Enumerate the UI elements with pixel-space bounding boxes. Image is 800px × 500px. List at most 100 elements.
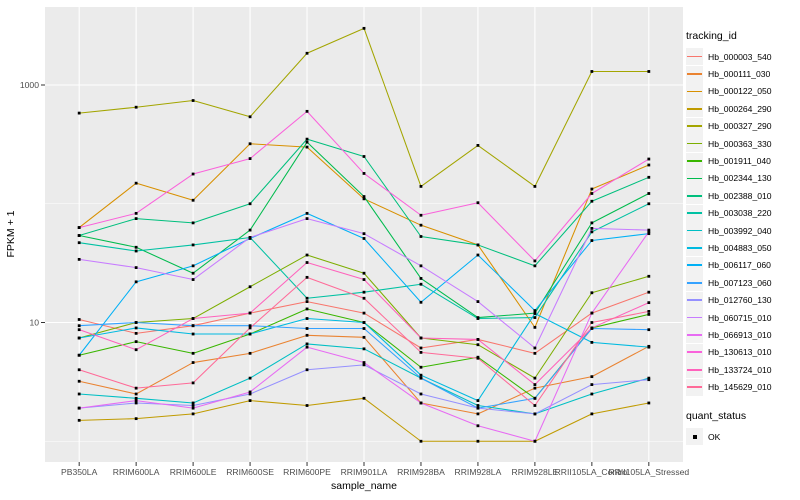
data-point bbox=[305, 317, 309, 320]
data-point bbox=[248, 228, 252, 232]
data-point bbox=[362, 363, 366, 367]
x-tick-label: RRIM901LA bbox=[341, 467, 388, 477]
legend-item-label: Hb_130613_010 bbox=[708, 347, 772, 358]
data-point bbox=[362, 321, 366, 324]
legend-item: Hb_000264_290 bbox=[686, 100, 798, 118]
data-point bbox=[590, 230, 594, 234]
legend-item-label: Hb_003992_040 bbox=[708, 225, 772, 236]
data-point bbox=[248, 326, 252, 330]
legend-item: Hb_002344_130 bbox=[686, 169, 798, 187]
data-point bbox=[134, 331, 138, 335]
data-point bbox=[362, 311, 366, 315]
data-point bbox=[77, 368, 81, 372]
data-point bbox=[77, 318, 81, 321]
legend-item: Hb_007123_060 bbox=[686, 274, 798, 292]
legend-item: Hb_003038_220 bbox=[686, 204, 798, 222]
data-point bbox=[305, 345, 309, 349]
legend-key bbox=[686, 135, 703, 153]
legend-key bbox=[686, 65, 703, 83]
legend-key bbox=[686, 274, 703, 292]
legend-item: Hb_006117_060 bbox=[686, 256, 798, 274]
legend-key bbox=[686, 428, 703, 445]
legend-item: Hb_000003_540 bbox=[686, 48, 798, 66]
data-point bbox=[533, 309, 537, 312]
legend-title-tracking-id: tracking_id bbox=[686, 30, 737, 42]
data-point bbox=[647, 157, 651, 161]
data-point bbox=[134, 321, 138, 324]
data-point bbox=[419, 184, 423, 188]
legend-key bbox=[686, 48, 703, 66]
data-point bbox=[305, 253, 309, 257]
legend-item-label: Hb_066913_010 bbox=[708, 329, 772, 340]
data-point bbox=[191, 332, 195, 336]
legend-key bbox=[686, 222, 703, 240]
data-point bbox=[191, 381, 195, 385]
data-point bbox=[590, 239, 594, 242]
data-point bbox=[134, 211, 138, 215]
data-point bbox=[191, 412, 195, 416]
data-point bbox=[533, 264, 537, 268]
data-point bbox=[647, 274, 651, 278]
legend-key bbox=[686, 169, 703, 187]
legend-item-label: Hb_000363_330 bbox=[708, 138, 772, 149]
data-point bbox=[533, 312, 537, 315]
data-point bbox=[362, 335, 366, 339]
data-point bbox=[647, 376, 651, 380]
data-point bbox=[305, 217, 309, 220]
data-point bbox=[533, 184, 537, 188]
data-point bbox=[419, 376, 423, 380]
data-point bbox=[305, 211, 309, 215]
data-point bbox=[533, 316, 537, 319]
data-point bbox=[191, 271, 195, 275]
legend-item: Hb_004883_050 bbox=[686, 239, 798, 257]
data-point bbox=[419, 277, 423, 280]
legend-key-line-icon bbox=[687, 229, 702, 232]
data-point bbox=[419, 282, 423, 286]
data-point bbox=[362, 232, 366, 236]
legend-key bbox=[686, 152, 703, 170]
data-point bbox=[77, 257, 81, 261]
legend-key-line-icon bbox=[687, 90, 702, 93]
data-point bbox=[590, 321, 594, 324]
data-point bbox=[647, 301, 651, 305]
data-point bbox=[248, 142, 252, 146]
legend-key-line-icon bbox=[687, 55, 702, 58]
legend-key-line-icon bbox=[687, 194, 702, 197]
data-point bbox=[248, 390, 252, 394]
data-point bbox=[362, 361, 366, 364]
legend-key-line-icon bbox=[687, 142, 702, 145]
legend-key-line-icon bbox=[687, 73, 702, 75]
data-point bbox=[248, 236, 252, 239]
legend-item-label: OK bbox=[708, 431, 721, 442]
data-point bbox=[647, 228, 651, 232]
legend-item: OK bbox=[686, 428, 798, 445]
legend-key-line-icon bbox=[687, 281, 702, 284]
data-point bbox=[248, 392, 252, 396]
legend-key bbox=[686, 291, 703, 309]
legend-item-label: Hb_007123_060 bbox=[708, 277, 772, 288]
data-point bbox=[419, 336, 423, 340]
data-point bbox=[590, 187, 594, 191]
data-point bbox=[419, 351, 423, 354]
data-point bbox=[647, 401, 651, 405]
legend-item-label: Hb_004883_050 bbox=[708, 242, 772, 253]
data-point bbox=[191, 351, 195, 355]
data-point bbox=[647, 313, 651, 316]
data-point bbox=[647, 345, 651, 349]
data-point bbox=[590, 392, 594, 396]
data-point bbox=[305, 307, 309, 311]
data-point bbox=[476, 412, 480, 416]
data-point bbox=[419, 373, 423, 377]
legend-key-line-icon bbox=[687, 107, 702, 110]
data-point bbox=[191, 401, 195, 405]
data-point bbox=[533, 351, 537, 355]
data-point bbox=[476, 300, 480, 303]
x-axis-title: sample_name bbox=[331, 480, 397, 492]
data-point bbox=[590, 311, 594, 315]
data-point bbox=[305, 342, 309, 346]
data-point bbox=[134, 399, 138, 402]
data-point bbox=[134, 105, 138, 109]
legend-item-label: Hb_145629_010 bbox=[708, 382, 772, 393]
legend-items-tracking-id: Hb_000003_540 Hb_000111_030 Hb_000122_050 H… bbox=[686, 48, 798, 396]
legend-item: Hb_001911_040 bbox=[686, 152, 798, 170]
